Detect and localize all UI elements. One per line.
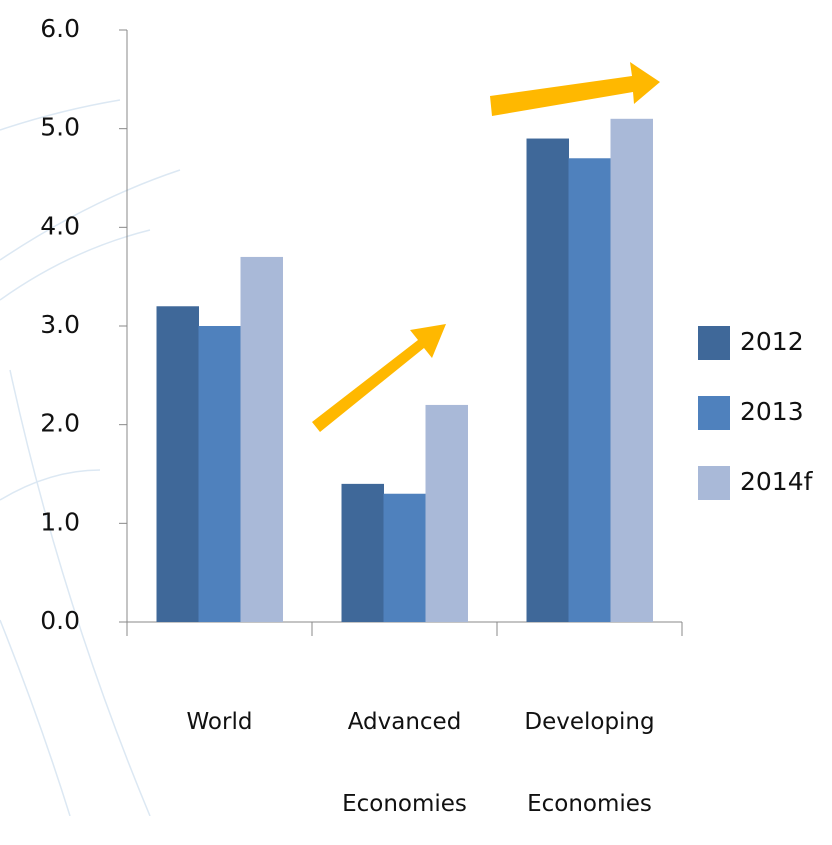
bar [198,326,241,622]
bar [568,158,611,622]
bar [425,404,468,622]
chart: 0.0 1.0 2.0 3.0 4.0 5.0 6.0 2012 2013 2014f [0,14,814,816]
bar [341,483,385,622]
legend-label: 2012 [740,327,804,356]
bar [610,118,653,623]
y-tick-label: 0.0 [40,606,80,635]
legend-swatch [698,396,730,430]
legend-label: 2014f [740,467,814,496]
y-tick-label: 1.0 [40,507,80,536]
x-axis-ticks [126,622,683,636]
bar [156,306,200,622]
y-tick-label: 6.0 [40,14,80,43]
bar [526,138,570,623]
x-tick-label: Advanced Economies [342,709,467,817]
legend-swatch [698,326,730,360]
bar [383,493,426,622]
arrow [490,62,660,116]
x-tick-label: World [186,709,253,735]
arrow [312,324,446,432]
background-lines [0,99,181,816]
y-tick-label: 4.0 [40,211,80,240]
bar [240,256,283,622]
legend-label: 2013 [740,397,804,426]
y-tick-label: 5.0 [40,113,80,142]
y-tick-label: 2.0 [40,409,80,438]
legend-swatch [698,466,730,500]
y-tick-label: 3.0 [40,310,80,339]
x-tick-label: Developing Economies [524,709,655,817]
page: 0.0 1.0 2.0 3.0 4.0 5.0 6.0 2012 2013 2014f World… [0,14,814,817]
